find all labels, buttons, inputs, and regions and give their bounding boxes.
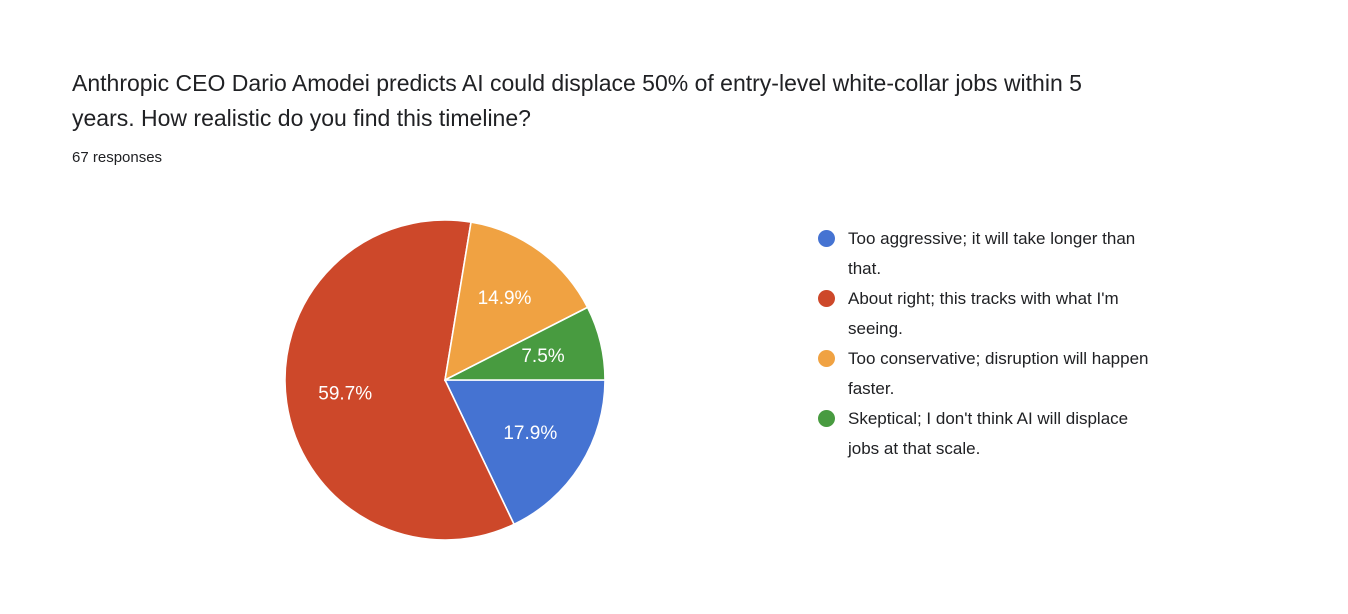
- pie-slice[interactable]: [443, 379, 606, 526]
- legend-color-swatch-blue: [818, 230, 835, 247]
- legend-label-line: jobs at that scale.: [848, 439, 981, 458]
- pie-slice[interactable]: [284, 219, 516, 541]
- legend-label: Skeptical; I don't think AI will displac…: [848, 404, 1128, 464]
- legend-item-too-aggressive: Too aggressive; it will take longer than…: [818, 224, 1218, 284]
- pie-chart[interactable]: 17.9%59.7%14.9%7.5%: [280, 215, 610, 545]
- legend-label-line: that.: [848, 259, 882, 278]
- legend-label: Too aggressive; it will take longer than…: [848, 224, 1135, 284]
- question-title: Anthropic CEO Dario Amodei predicts AI c…: [72, 66, 1272, 136]
- legend-label: About right; this tracks with what I'm s…: [848, 284, 1119, 344]
- legend-label-line: About right; this tracks with what I'm: [848, 289, 1119, 308]
- legend-label-line: seeing.: [848, 319, 903, 338]
- legend-label-line: Too aggressive; it will take longer than: [848, 229, 1136, 248]
- legend-label-line: Too conservative; disruption will happen: [848, 349, 1149, 368]
- pie-slice[interactable]: [444, 306, 606, 381]
- legend-color-swatch-orange: [818, 350, 835, 367]
- legend-color-swatch-green: [818, 410, 835, 427]
- question-title-line2: years. How realistic do you find this ti…: [72, 105, 531, 131]
- legend-color-swatch-red: [818, 290, 835, 307]
- legend-label: Too conservative; disruption will happen…: [848, 344, 1149, 404]
- legend-label-line: faster.: [848, 379, 895, 398]
- legend-item-too-conservative: Too conservative; disruption will happen…: [818, 344, 1218, 404]
- question-title-line1: Anthropic CEO Dario Amodei predicts AI c…: [72, 70, 1082, 96]
- legend: Too aggressive; it will take longer than…: [818, 224, 1218, 464]
- legend-item-about-right: About right; this tracks with what I'm s…: [818, 284, 1218, 344]
- legend-item-skeptical: Skeptical; I don't think AI will displac…: [818, 404, 1218, 464]
- legend-label-line: Skeptical; I don't think AI will displac…: [848, 409, 1129, 428]
- pie-slice[interactable]: [443, 221, 589, 382]
- response-count: 67 responses: [72, 149, 163, 166]
